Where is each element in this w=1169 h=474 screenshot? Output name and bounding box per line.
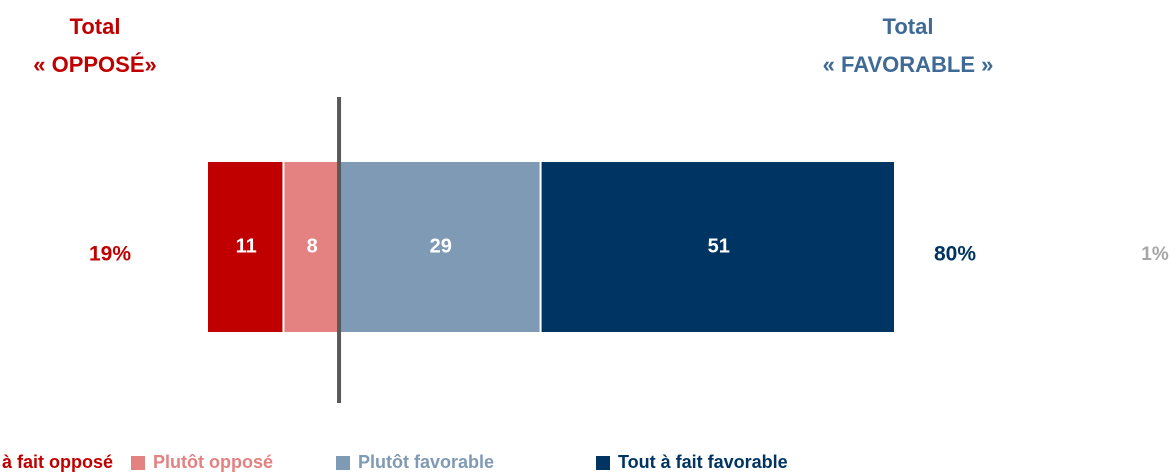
legend-label: Tout à fait favorable xyxy=(618,452,788,472)
legend-label: Plutôt opposé xyxy=(153,452,273,472)
bar-segment xyxy=(284,162,339,332)
legend-swatch xyxy=(131,456,145,470)
total-label: 80% xyxy=(934,243,976,266)
legend-label: Plutôt favorable xyxy=(358,452,494,472)
legend-swatch xyxy=(596,456,610,470)
data-label: 29 xyxy=(430,235,452,257)
bar-segment xyxy=(541,162,894,332)
total-label: 19% xyxy=(89,243,131,266)
left-header: Total xyxy=(70,14,121,39)
legend-swatch xyxy=(336,456,350,470)
data-label: 8 xyxy=(307,235,318,257)
right-header: Total xyxy=(883,14,934,39)
data-label: 11 xyxy=(236,235,257,257)
left-header: « OPPOSÉ» xyxy=(33,52,157,77)
legend-label: Tout à fait opposé xyxy=(0,452,113,472)
data-label: 51 xyxy=(708,235,730,257)
total-label: 1% xyxy=(1141,244,1169,265)
bar-segment xyxy=(208,162,283,332)
right-header: « FAVORABLE » xyxy=(823,52,994,77)
bar-segment xyxy=(340,162,540,332)
